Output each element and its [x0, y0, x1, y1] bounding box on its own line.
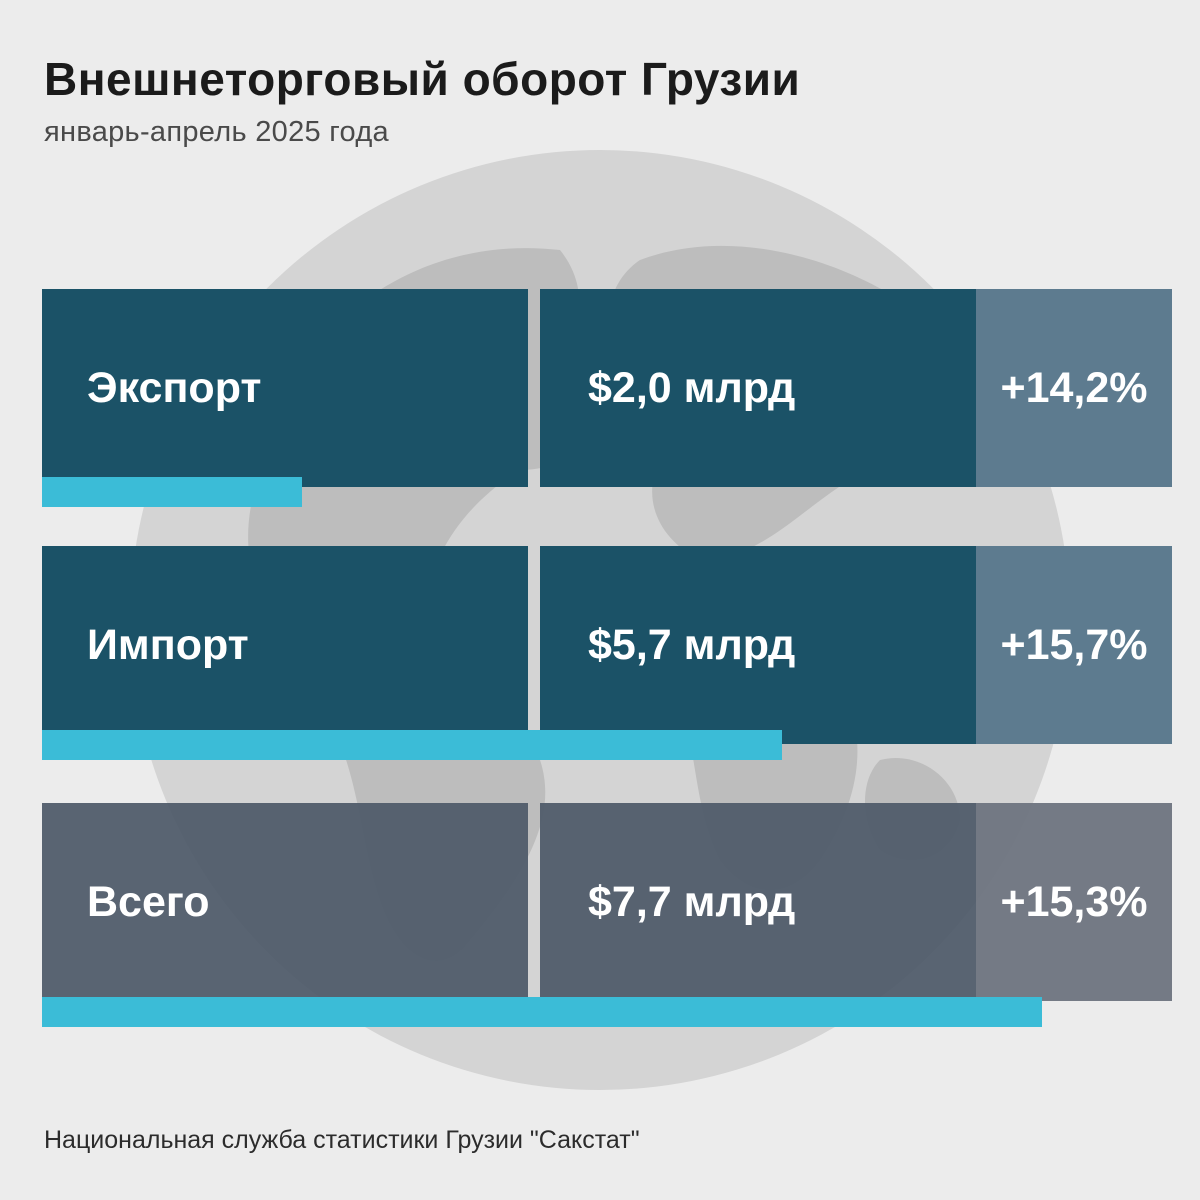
- page-title: Внешнеторговый оборот Грузии: [44, 53, 801, 105]
- bar-import: [42, 730, 782, 760]
- row-total: Всего $7,7 млрд +15,3%: [42, 803, 1172, 1001]
- value-label: $2,0 млрд: [540, 289, 976, 487]
- bar-export: [42, 477, 302, 507]
- category-label: Экспорт: [42, 289, 528, 487]
- value-label: $7,7 млрд: [540, 803, 976, 1001]
- value-label: $5,7 млрд: [540, 546, 976, 744]
- bar-total: [42, 997, 1042, 1027]
- change-label: +15,3%: [976, 803, 1172, 1001]
- category-label: Импорт: [42, 546, 528, 744]
- row-export: Экспорт $2,0 млрд +14,2%: [42, 289, 1172, 487]
- category-label: Всего: [42, 803, 528, 1001]
- row-import: Импорт $5,7 млрд +15,7%: [42, 546, 1172, 744]
- change-label: +14,2%: [976, 289, 1172, 487]
- source-note: Национальная служба статистики Грузии "С…: [44, 1126, 640, 1154]
- page-subtitle: январь-апрель 2025 года: [44, 116, 389, 148]
- change-label: +15,7%: [976, 546, 1172, 744]
